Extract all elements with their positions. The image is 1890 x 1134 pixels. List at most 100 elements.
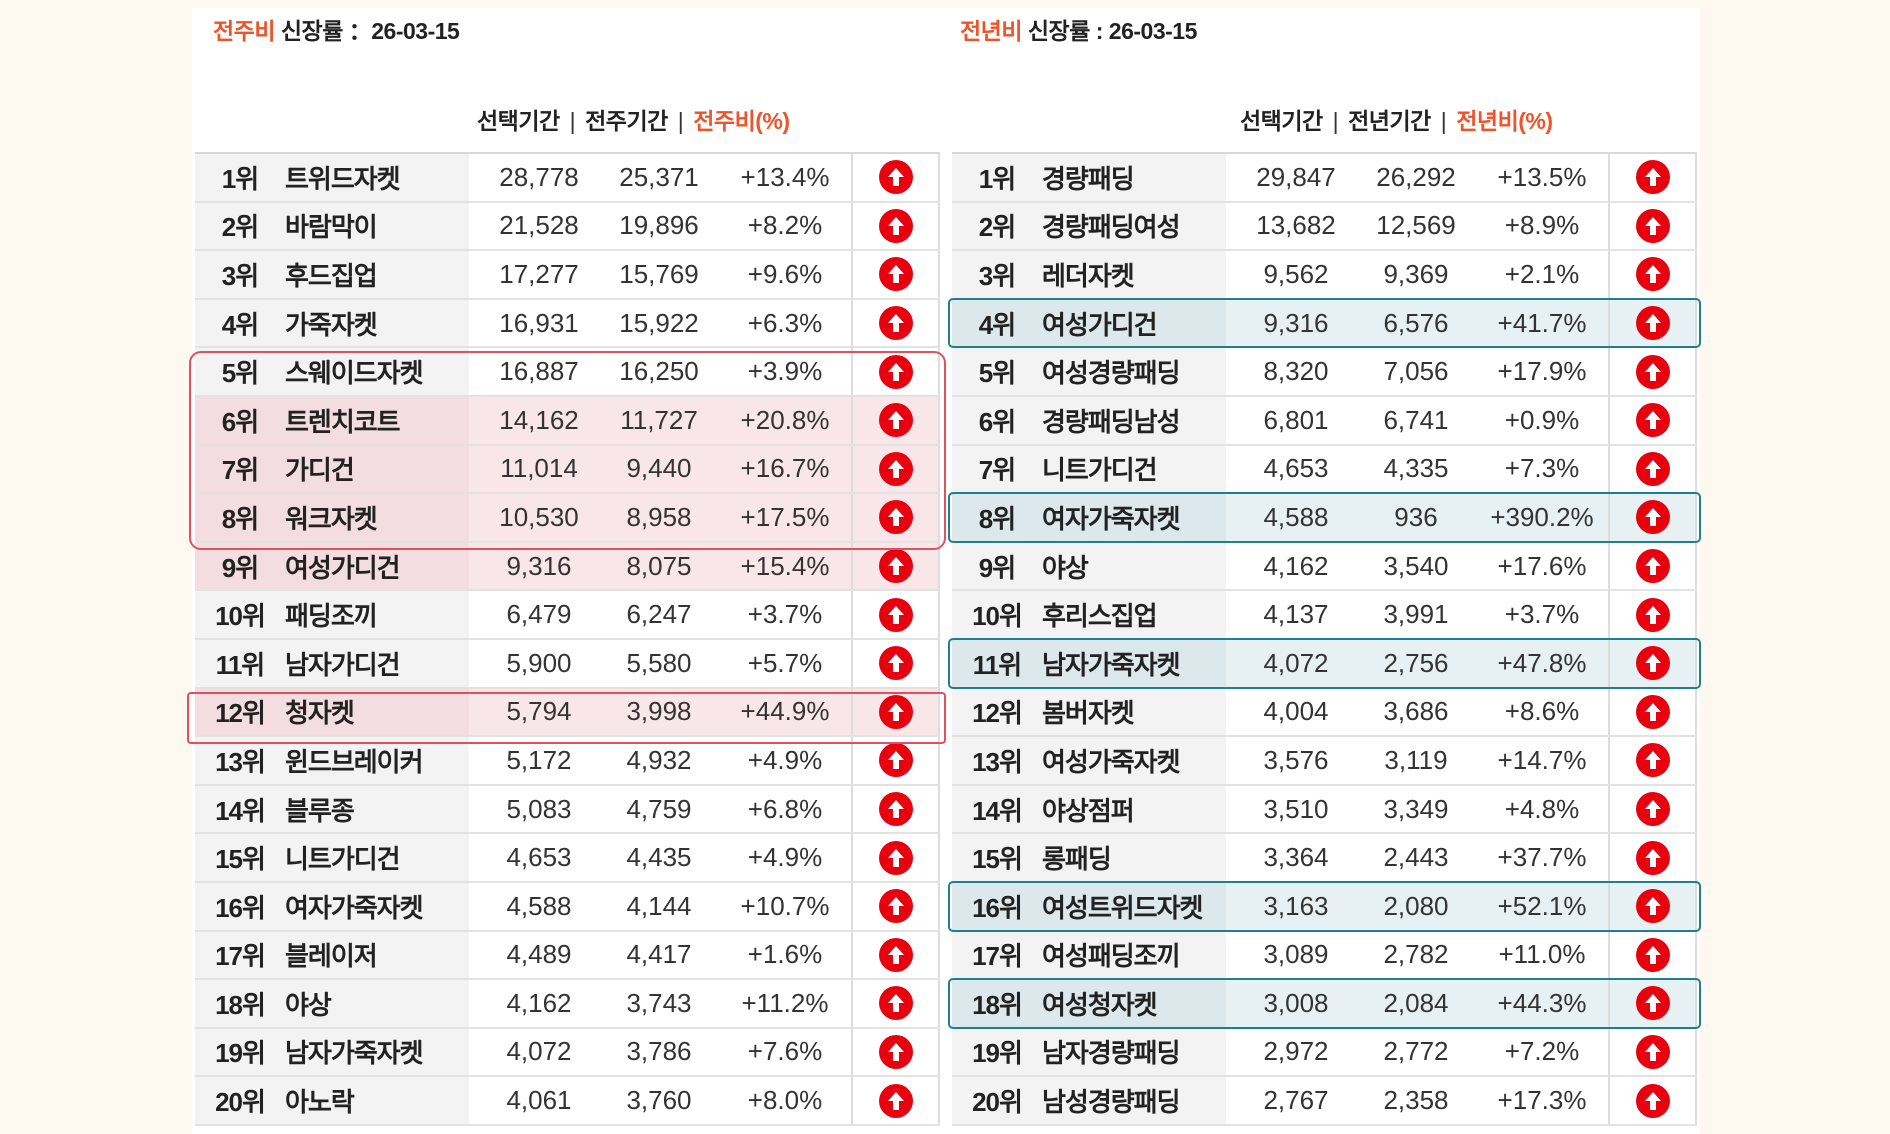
compare-period-value: 12,569 bbox=[1376, 210, 1456, 241]
trend-cell bbox=[1608, 154, 1697, 201]
title-text: 신장률 ：26-03-15 bbox=[274, 18, 460, 44]
arrow-up-circle-icon bbox=[878, 500, 913, 535]
compare-period-value: 16,250 bbox=[619, 356, 699, 387]
trend-cell bbox=[1608, 494, 1697, 541]
col-prev-week: 전주기간 bbox=[585, 108, 668, 134]
rank-label: 18위 bbox=[215, 989, 266, 1020]
growth-percent: +4.9% bbox=[747, 842, 823, 873]
selected-period-value: 21,528 bbox=[499, 210, 579, 241]
item-name: 남성경량패딩 bbox=[1042, 1087, 1181, 1118]
table-row: 6위 경량패딩남성 6,801 6,741 +0.9% bbox=[952, 396, 1697, 446]
arrow-up-circle-icon bbox=[1635, 597, 1670, 632]
trend-cell bbox=[1608, 396, 1697, 444]
selected-period-value: 9,316 bbox=[1263, 307, 1329, 338]
arrow-up-circle-icon bbox=[878, 937, 913, 972]
item-name: 롱패딩 bbox=[1042, 844, 1112, 875]
title-text: 신장률 : 26-03-15 bbox=[1021, 18, 1198, 44]
table-row: 20위 아노락 4,061 3,760 +8.0% bbox=[195, 1077, 940, 1126]
rank-name-cell: 3위 레더자켓 bbox=[952, 251, 1226, 298]
growth-percent: +14.7% bbox=[1497, 744, 1587, 775]
rank-name-cell: 10위 후리스집업 bbox=[952, 591, 1226, 638]
trend-cell bbox=[851, 494, 940, 541]
compare-period-value: 9,440 bbox=[626, 453, 692, 484]
item-name: 여자가죽자켓 bbox=[285, 892, 424, 923]
selected-period-value: 16,887 bbox=[499, 356, 579, 387]
trend-cell bbox=[1608, 639, 1697, 687]
selected-period-value: 4,588 bbox=[1263, 501, 1329, 532]
column-headers: 선택기간 | 전주기간 | 전주비(%) bbox=[477, 102, 790, 136]
rank-label: 8위 bbox=[978, 503, 1016, 534]
growth-percent: +0.9% bbox=[1504, 404, 1580, 435]
growth-percent: +7.3% bbox=[1504, 453, 1580, 484]
item-name: 아노락 bbox=[285, 1087, 355, 1118]
trend-cell bbox=[1608, 542, 1697, 590]
rank-label: 5위 bbox=[978, 358, 1016, 389]
growth-percent: +17.6% bbox=[1497, 550, 1587, 581]
growth-percent: +6.8% bbox=[747, 793, 823, 824]
rank-name-cell: 11위 남자가죽자켓 bbox=[952, 639, 1226, 687]
table-row: 7위 니트가디건 4,653 4,335 +7.3% bbox=[952, 445, 1697, 495]
rank-name-cell: 8위 워크자켓 bbox=[195, 494, 469, 541]
arrow-up-circle-icon bbox=[878, 743, 913, 778]
selected-period-value: 29,847 bbox=[1256, 161, 1336, 192]
item-name: 남자가디건 bbox=[285, 649, 401, 680]
rank-label: 16위 bbox=[972, 892, 1023, 923]
compare-period-value: 4,144 bbox=[626, 890, 692, 921]
growth-percent: +13.4% bbox=[740, 161, 830, 192]
col-selected-period: 선택기간 bbox=[1240, 108, 1323, 134]
table-row: 5위 스웨이드자켓 16,887 16,250 +3.9% bbox=[195, 348, 940, 397]
growth-percent: +13.5% bbox=[1497, 161, 1587, 192]
rank-label: 13위 bbox=[215, 746, 266, 777]
table-row: 12위 봄버자켓 4,004 3,686 +8.6% bbox=[952, 688, 1697, 738]
table-row: 10위 후리스집업 4,137 3,991 +3.7% bbox=[952, 591, 1697, 640]
table-row: 8위 워크자켓 10,530 8,958 +17.5% bbox=[195, 494, 940, 543]
compare-period-value: 4,932 bbox=[626, 744, 692, 775]
compare-period-value: 8,075 bbox=[626, 550, 692, 581]
rank-name-cell: 2위 경량패딩여성 bbox=[952, 202, 1226, 250]
trend-cell bbox=[851, 542, 940, 590]
selected-period-value: 4,162 bbox=[506, 987, 572, 1018]
arrow-up-circle-icon bbox=[878, 694, 913, 729]
rank-name-cell: 20위 아노락 bbox=[195, 1077, 469, 1124]
rank-name-cell: 10위 패딩조끼 bbox=[195, 591, 469, 638]
arrow-up-circle-icon bbox=[1635, 986, 1670, 1021]
compare-period-value: 3,991 bbox=[1383, 599, 1449, 630]
growth-percent: +20.8% bbox=[740, 404, 830, 435]
growth-percent: +8.9% bbox=[1504, 210, 1580, 241]
item-name: 스웨이드자켓 bbox=[285, 358, 424, 389]
rank-label: 6위 bbox=[221, 406, 259, 437]
item-name: 남자가죽자켓 bbox=[285, 1038, 424, 1069]
selected-period-value: 10,530 bbox=[499, 501, 579, 532]
arrow-up-circle-icon bbox=[1635, 646, 1670, 681]
compare-period-value: 5,580 bbox=[626, 647, 692, 678]
table-row: 15위 롱패딩 3,364 2,443 +37.7% bbox=[952, 834, 1697, 883]
trend-cell bbox=[851, 591, 940, 638]
rank-name-cell: 18위 여성청자켓 bbox=[952, 980, 1226, 1027]
selected-period-value: 3,364 bbox=[1263, 842, 1329, 873]
compare-period-value: 3,686 bbox=[1383, 696, 1449, 727]
arrow-up-circle-icon bbox=[1635, 257, 1670, 292]
selected-period-value: 4,004 bbox=[1263, 696, 1329, 727]
selected-period-value: 11,014 bbox=[500, 453, 578, 484]
trend-cell bbox=[851, 834, 940, 881]
table-row: 19위 남자경량패딩 2,972 2,772 +7.2% bbox=[952, 1028, 1697, 1078]
section-title: 전주비 신장률 ：26-03-15 bbox=[213, 12, 460, 46]
trend-cell bbox=[851, 251, 940, 298]
growth-percent: +2.1% bbox=[1504, 258, 1580, 289]
rank-name-cell: 16위 여자가죽자켓 bbox=[195, 882, 469, 930]
growth-percent: +3.7% bbox=[1504, 599, 1580, 630]
rank-name-cell: 9위 야상 bbox=[952, 542, 1226, 590]
title-highlight: 전년비 bbox=[960, 18, 1022, 44]
growth-percent: +6.3% bbox=[747, 307, 823, 338]
trend-cell bbox=[851, 639, 940, 687]
rank-label: 15위 bbox=[972, 844, 1023, 875]
trend-cell bbox=[1608, 202, 1697, 250]
arrow-up-circle-icon bbox=[878, 403, 913, 438]
compare-period-value: 7,056 bbox=[1383, 356, 1449, 387]
growth-percent: +15.4% bbox=[740, 550, 830, 581]
rank-label: 2위 bbox=[221, 212, 259, 243]
trend-cell bbox=[1608, 737, 1697, 784]
rank-label: 1위 bbox=[221, 163, 259, 194]
trend-cell bbox=[1608, 1077, 1697, 1124]
rank-name-cell: 14위 야상점퍼 bbox=[952, 785, 1226, 833]
